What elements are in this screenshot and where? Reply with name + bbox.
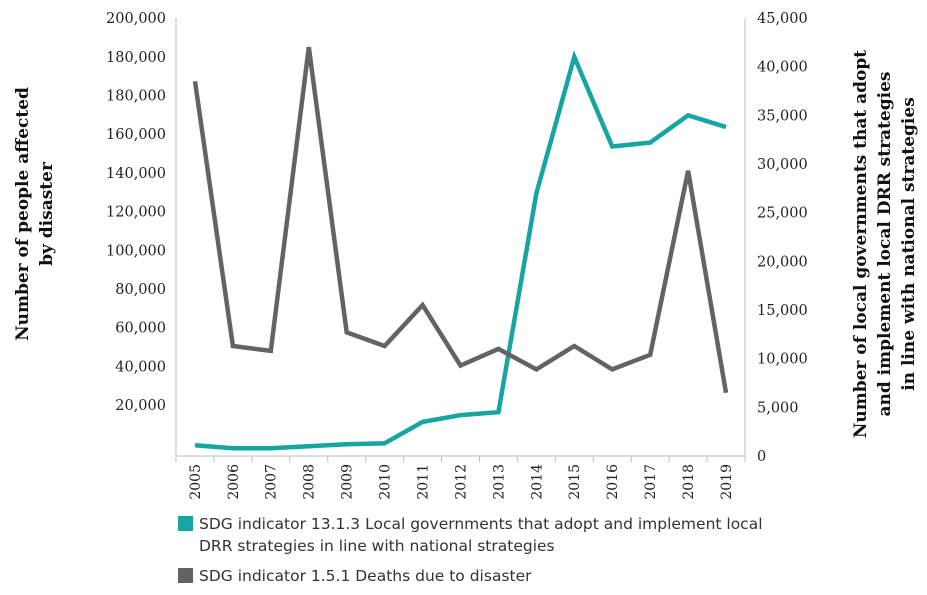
right-tick-label: 45,000	[757, 11, 808, 27]
right-axis-title-line: Number of local governments that adopt	[851, 50, 871, 438]
left-axis-ticks: 200,000 180,000 180,000 160,000 140,000 120,0…	[106, 11, 166, 414]
x-tick-label: 2006	[226, 464, 242, 500]
right-axis-title: Number of local governments that adopt an…	[851, 50, 919, 438]
legend-label: SDG indicator 13.1.3 Local governments t…	[199, 515, 763, 555]
x-tick-label: 2015	[567, 464, 583, 500]
x-tick-label: 2014	[529, 464, 545, 500]
right-tick-label: 25,000	[757, 206, 808, 222]
x-tick-label: 2016	[605, 464, 621, 500]
left-tick-label: 80,000	[115, 282, 166, 298]
series-line-local-governments	[194, 50, 727, 451]
legend-swatch-grey	[178, 568, 193, 583]
legend-label: SDG indicator 1.5.1 Deaths due to disast…	[199, 567, 532, 585]
left-tick-label: 60,000	[115, 321, 166, 337]
right-tick-label: 0	[757, 449, 766, 465]
right-tick-label: 35,000	[757, 108, 808, 124]
x-tick-label: 2008	[302, 464, 318, 500]
right-axis-ticks: 45,000 40,000 35,000 30,000 25,000 20,000 15,0…	[757, 11, 808, 465]
left-axis-title-line: by disaster	[37, 161, 57, 266]
x-axis: 2005 2006 2007 2008 2009 2010 2011 2012 2013 2014…	[175, 18, 746, 500]
x-tick-label: 2007	[264, 464, 280, 500]
left-tick-label: 20,000	[115, 398, 166, 414]
legend-swatch-teal	[178, 516, 193, 531]
x-tick-label: 2011	[415, 464, 431, 500]
right-tick-label: 40,000	[757, 60, 808, 76]
x-tick-label: 2017	[643, 464, 659, 500]
legend: SDG indicator 13.1.3 Local governments t…	[178, 513, 799, 595]
left-tick-label: 200,000	[106, 11, 166, 27]
left-tick-label: 180,000	[106, 88, 166, 104]
series-line-deaths	[192, 46, 729, 394]
x-tick-label: 2012	[453, 464, 469, 500]
x-tick-label: 2005	[188, 464, 204, 500]
right-tick-label: 5,000	[757, 400, 799, 416]
right-tick-label: 10,000	[757, 352, 808, 368]
chart: Number of people affected by disaster Num…	[13, 11, 919, 500]
x-tick-label: 2013	[491, 464, 507, 500]
series-layer	[192, 46, 729, 451]
x-tick-label: 2018	[681, 464, 697, 500]
left-tick-label: 140,000	[106, 166, 166, 182]
left-tick-label: 160,000	[106, 127, 166, 143]
x-tick-label: 2019	[719, 464, 735, 500]
left-axis-title: Number of people affected by disaster	[13, 87, 57, 341]
x-tick-label: 2010	[378, 464, 394, 500]
legend-item-local-governments: SDG indicator 13.1.3 Local governments t…	[178, 513, 799, 557]
left-tick-label: 180,000	[106, 50, 166, 66]
x-tick-label: 2009	[340, 464, 356, 500]
right-tick-label: 30,000	[757, 157, 808, 173]
left-axis-title-line: Number of people affected	[13, 87, 33, 341]
right-axis-title-line: in line with national strategies	[899, 97, 919, 391]
left-tick-label: 120,000	[106, 205, 166, 221]
legend-item-deaths: SDG indicator 1.5.1 Deaths due to disast…	[178, 565, 799, 587]
right-tick-label: 15,000	[757, 303, 808, 319]
right-axis-title-line: and implement local DRR strategies	[875, 72, 895, 417]
right-tick-label: 20,000	[757, 254, 808, 270]
left-tick-label: 40,000	[115, 359, 166, 375]
left-tick-label: 100,000	[106, 243, 166, 259]
